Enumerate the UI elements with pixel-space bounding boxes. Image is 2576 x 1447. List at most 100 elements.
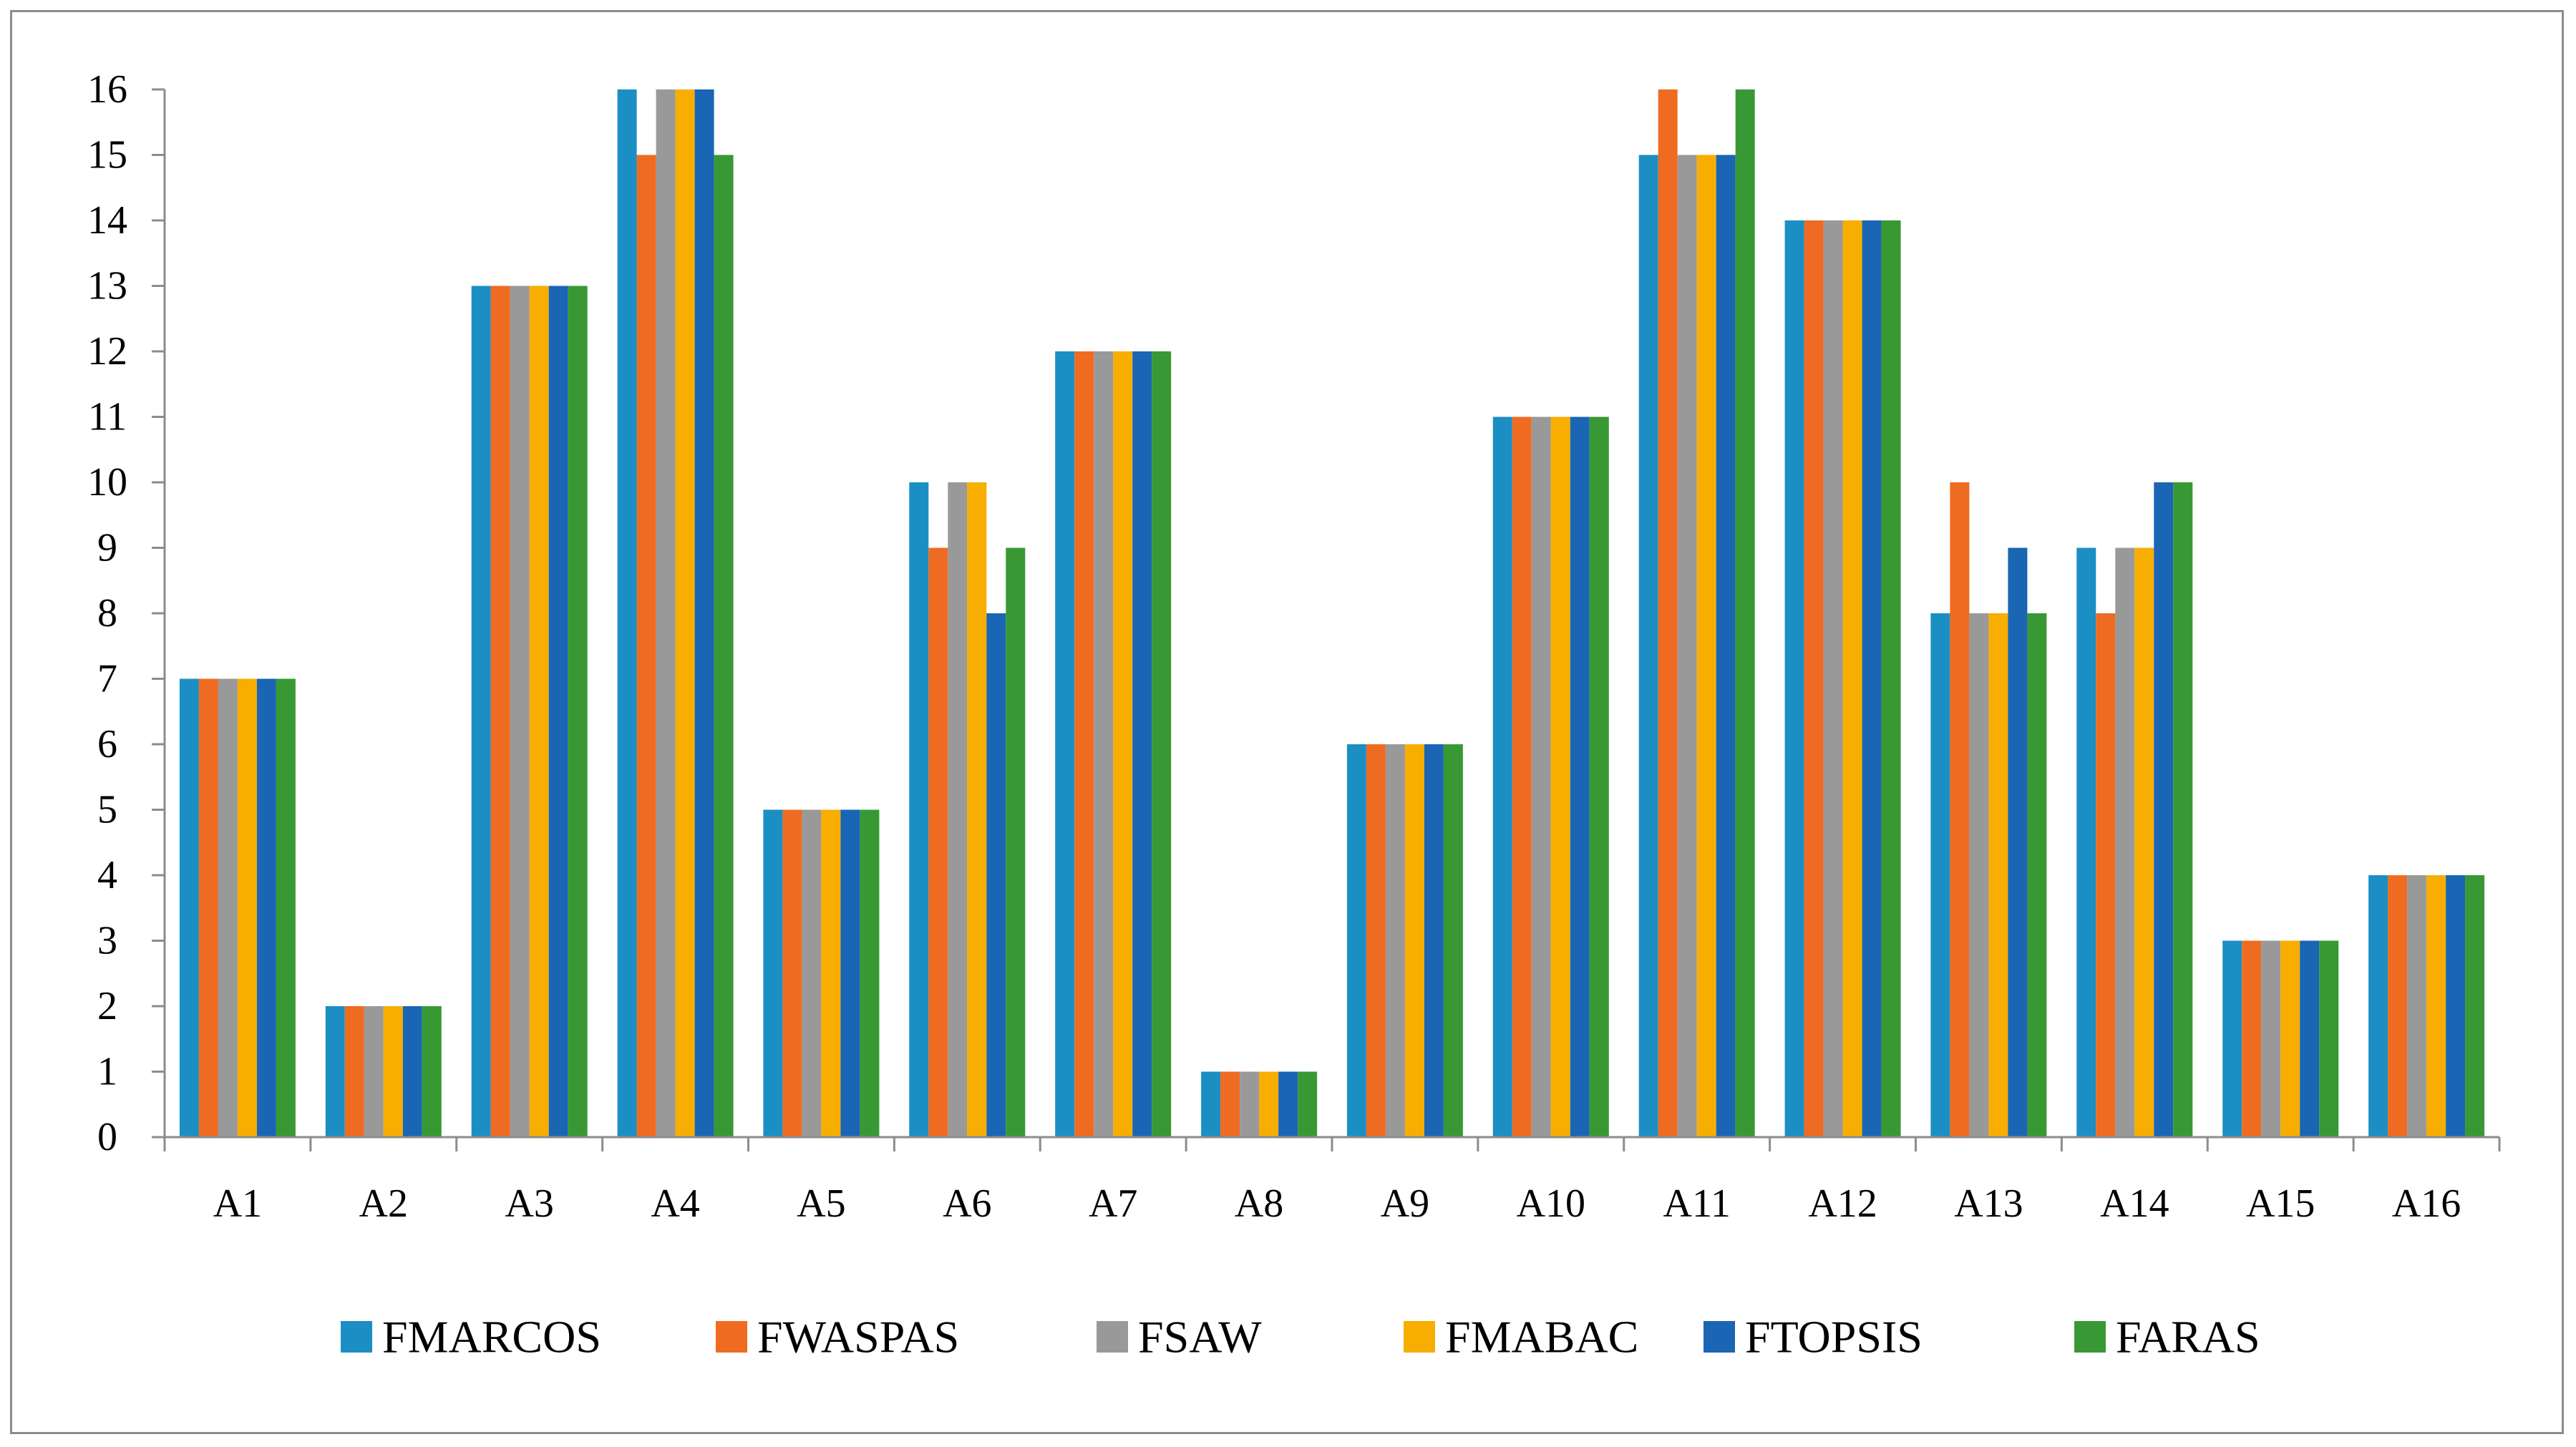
bar-fmarcos-a12 [1784,220,1804,1137]
bar-faras-a15 [2319,940,2339,1137]
y-tick-label: 9 [97,526,117,570]
bar-faras-a4 [714,155,734,1137]
legend-swatch-ftopsis [1703,1321,1735,1353]
bar-ftopsis-a6 [986,613,1006,1137]
x-tick-label-a2: A2 [359,1182,408,1226]
bar-fmabac-a2 [383,1006,403,1137]
bar-faras-a14 [2173,482,2193,1137]
legend-label-fsaw: FSAW [1138,1312,1262,1363]
bar-fmabac-a16 [2426,875,2446,1137]
x-tick-label-a9: A9 [1381,1182,1429,1226]
bar-fmabac-a3 [529,286,549,1137]
bar-fwaspas-a14 [2096,613,2116,1137]
bar-fwaspas-a3 [490,286,510,1137]
bar-fmarcos-a5 [763,809,783,1137]
bar-fmabac-a13 [1988,613,2008,1137]
bar-fsaw-a13 [1969,613,1989,1137]
bar-fmarcos-a8 [1201,1071,1221,1137]
bar-ftopsis-a5 [840,809,860,1137]
bar-fmarcos-a10 [1492,416,1512,1137]
bar-faras-a6 [1006,547,1026,1137]
legend-swatch-fsaw [1097,1321,1128,1353]
bar-fmabac-a10 [1550,416,1570,1137]
bar-fwaspas-a7 [1074,351,1094,1137]
bar-fsaw-a12 [1823,220,1843,1137]
y-tick-label: 0 [97,1115,117,1159]
y-tick-label: 13 [87,264,127,308]
bar-fmabac-a15 [2280,940,2300,1137]
y-tick-label: 4 [97,853,117,897]
bar-ftopsis-a12 [1862,220,1882,1137]
bar-ftopsis-a3 [548,286,568,1137]
y-tick-label: 2 [97,984,117,1028]
bar-faras-a2 [422,1006,442,1137]
bar-ftopsis-a10 [1570,416,1590,1137]
bar-fsaw-a3 [510,286,530,1137]
bar-fmarcos-a1 [179,678,199,1137]
bar-fsaw-a11 [1677,155,1697,1137]
bar-ftopsis-a11 [1716,155,1736,1137]
legend-swatch-faras [2074,1321,2106,1353]
bar-faras-a16 [2465,875,2485,1137]
bar-ftopsis-a4 [694,89,714,1137]
x-tick-label-a6: A6 [943,1182,991,1226]
bar-fmabac-a4 [675,89,695,1137]
bar-ftopsis-a13 [2008,547,2028,1137]
bar-faras-a13 [2027,613,2047,1137]
bar-fsaw-a5 [802,809,822,1137]
bar-fsaw-a8 [1240,1071,1260,1137]
bar-faras-a5 [860,809,880,1137]
bar-fwaspas-a10 [1512,416,1532,1137]
bar-fmabac-a9 [1404,744,1424,1137]
bar-faras-a1 [276,678,296,1137]
bar-faras-a10 [1589,416,1609,1137]
legend-label-fwaspas: FWASPAS [757,1312,959,1363]
y-tick-label: 16 [87,67,127,112]
bar-fmabac-a8 [1259,1071,1279,1137]
bar-fsaw-a6 [948,482,968,1137]
legend-swatch-fmabac [1404,1321,1435,1353]
bar-faras-a11 [1735,89,1755,1137]
legend-swatch-fwaspas [716,1321,747,1353]
bar-fwaspas-a1 [198,678,218,1137]
legend: FMARCOS FWASPAS FSAW FMABAC FTOPSIS FARAS [341,1312,2260,1363]
bar-fmarcos-a11 [1638,155,1658,1137]
bar-ftopsis-a16 [2446,875,2466,1137]
bar-fmabac-a12 [1842,220,1862,1137]
y-tick-label: 8 [97,591,117,635]
bar-fsaw-a14 [2115,547,2135,1137]
bar-fwaspas-a8 [1220,1071,1240,1137]
x-tick-label-a1: A1 [213,1182,262,1226]
x-tick-label-a5: A5 [797,1182,845,1226]
x-tick-label-a3: A3 [505,1182,553,1226]
y-tick-label: 14 [87,198,127,243]
bar-fwaspas-a5 [782,809,802,1137]
bar-fsaw-a7 [1094,351,1114,1137]
legend-label-ftopsis: FTOPSIS [1745,1312,1923,1363]
bar-faras-a3 [568,286,588,1137]
bar-fwaspas-a11 [1658,89,1678,1137]
y-tick-label: 15 [87,133,127,177]
bar-fsaw-a2 [364,1006,384,1137]
bar-fsaw-a15 [2261,940,2281,1137]
bar-fwaspas-a16 [2388,875,2408,1137]
bar-fsaw-a16 [2407,875,2427,1137]
bar-ftopsis-a15 [2300,940,2320,1137]
bar-ftopsis-a8 [1278,1071,1298,1137]
x-tick-label-a13: A13 [1954,1182,2023,1226]
bar-ftopsis-a9 [1424,744,1444,1137]
bar-fwaspas-a2 [344,1006,364,1137]
bar-fmarcos-a15 [2222,940,2242,1137]
x-tick-label-a11: A11 [1663,1182,1731,1226]
x-tick-label-a12: A12 [1808,1182,1877,1226]
x-tick-label-a8: A8 [1235,1182,1283,1226]
bar-fmarcos-a3 [471,286,491,1137]
bar-fwaspas-a6 [928,547,948,1137]
bars-layer [179,89,2485,1137]
x-tick-label-a16: A16 [2392,1182,2461,1226]
bar-fmarcos-a7 [1055,351,1075,1137]
bar-fmarcos-a13 [1930,613,1950,1137]
bar-fsaw-a4 [656,89,676,1137]
bar-fmabac-a5 [821,809,841,1137]
